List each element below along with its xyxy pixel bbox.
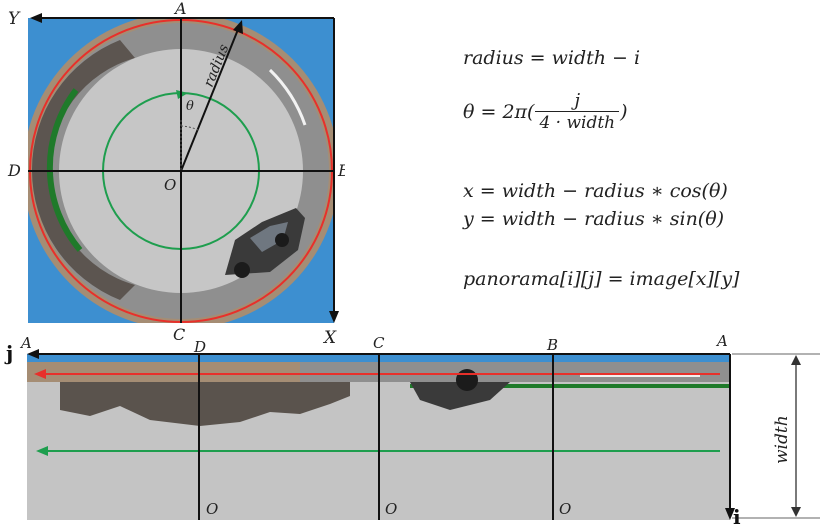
- top-label-d: D: [193, 338, 206, 356]
- formula-theta-fraction: j 4 · width: [535, 89, 620, 134]
- label-x-axis: X: [322, 328, 337, 345]
- panorama-road-band: [300, 362, 730, 382]
- label-y-axis: Y: [8, 9, 21, 29]
- y-axis-arrow: [30, 13, 42, 23]
- x-axis-arrow: [329, 311, 339, 323]
- bottom-label-o-2: O: [385, 500, 397, 518]
- top-label-a-left: A: [19, 334, 32, 352]
- label-a-top: A: [173, 0, 187, 18]
- top-label-b: B: [546, 336, 558, 354]
- width-label: width: [772, 415, 792, 464]
- formula-theta-numerator: j: [574, 89, 581, 111]
- top-label-a-right: A: [715, 332, 728, 350]
- formula-theta-denominator: 4 · width: [539, 112, 616, 133]
- panorama-green-arrow: [36, 446, 48, 456]
- fraction-bar: [535, 110, 620, 112]
- j-axis-label: j: [4, 341, 13, 365]
- i-axis-arrow: [725, 508, 735, 520]
- j-axis-arrow: [27, 349, 39, 359]
- white-lane-mark: [268, 68, 307, 126]
- label-theta: θ: [186, 99, 194, 114]
- panorama-green-strip: [410, 384, 730, 388]
- radius-arrow: [180, 26, 240, 172]
- label-b: B: [337, 161, 345, 180]
- label-d: D: [7, 161, 21, 180]
- top-label-c: C: [373, 334, 385, 352]
- width-arrow-bottom: [791, 507, 801, 517]
- formula-y: y = width − radius ∗ sin(θ): [463, 208, 725, 230]
- label-o: O: [164, 176, 176, 194]
- i-axis-label: i: [733, 505, 741, 526]
- formula-theta: θ = 2π( j 4 · width ): [463, 88, 628, 136]
- width-arrow-top: [791, 355, 801, 365]
- formula-theta-lhs: θ = 2π(: [463, 101, 535, 123]
- panorama-buildings: [60, 382, 350, 426]
- radius-arrow-head: [233, 20, 243, 34]
- formula-mapping: panorama[i][j] = image[x][y]: [463, 268, 740, 290]
- formula-x: x = width − radius ∗ cos(θ): [463, 180, 728, 202]
- panorama-red-arrow: [34, 369, 46, 379]
- fisheye-diagram: A B C D O Y X radius θ: [7, 0, 345, 345]
- bottom-label-o-1: O: [206, 500, 218, 518]
- formula-theta-rhs: ): [620, 101, 628, 123]
- car-shape: [225, 208, 305, 278]
- formula-radius: radius = width − i: [463, 47, 641, 69]
- bottom-label-o-3: O: [559, 500, 571, 518]
- theta-arc: [180, 125, 199, 131]
- buildings-band: [31, 40, 135, 300]
- label-c: C: [173, 325, 185, 344]
- panorama-diagram: j i width A D C B A O O O: [4, 332, 820, 526]
